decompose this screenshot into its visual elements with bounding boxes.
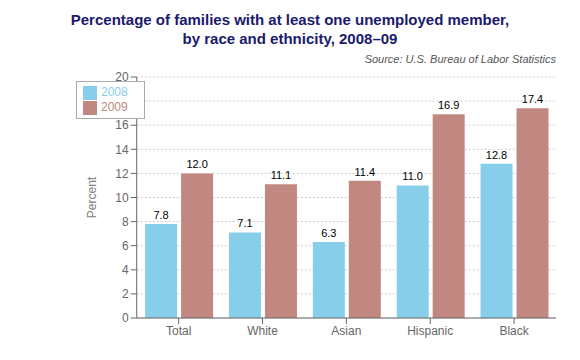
svg-text:Total: Total bbox=[166, 324, 191, 338]
svg-text:12: 12 bbox=[115, 167, 129, 181]
svg-text:16: 16 bbox=[115, 118, 129, 132]
svg-text:17.4: 17.4 bbox=[522, 93, 543, 105]
svg-text:Asian: Asian bbox=[331, 324, 361, 338]
svg-text:12.8: 12.8 bbox=[486, 149, 507, 161]
svg-text:Black: Black bbox=[499, 324, 529, 338]
svg-text:14: 14 bbox=[115, 143, 129, 157]
svg-text:11.1: 11.1 bbox=[271, 169, 292, 181]
svg-text:Hispanic: Hispanic bbox=[407, 324, 453, 338]
svg-text:12.0: 12.0 bbox=[186, 158, 207, 170]
svg-text:7.8: 7.8 bbox=[153, 209, 168, 221]
svg-text:0: 0 bbox=[122, 311, 129, 325]
svg-text:6: 6 bbox=[122, 239, 129, 253]
svg-text:16.9: 16.9 bbox=[438, 99, 459, 111]
svg-text:18: 18 bbox=[115, 94, 129, 108]
svg-text:7.1: 7.1 bbox=[237, 217, 252, 229]
svg-text:2: 2 bbox=[122, 287, 129, 301]
svg-text:11.0: 11.0 bbox=[402, 170, 423, 182]
svg-text:4: 4 bbox=[122, 263, 129, 277]
svg-text:White: White bbox=[247, 324, 278, 338]
svg-text:8: 8 bbox=[122, 215, 129, 229]
svg-text:6.3: 6.3 bbox=[321, 227, 336, 239]
svg-text:10: 10 bbox=[115, 191, 129, 205]
svg-text:Percent: Percent bbox=[85, 176, 99, 218]
svg-text:11.4: 11.4 bbox=[355, 166, 376, 178]
svg-text:20: 20 bbox=[115, 70, 129, 84]
